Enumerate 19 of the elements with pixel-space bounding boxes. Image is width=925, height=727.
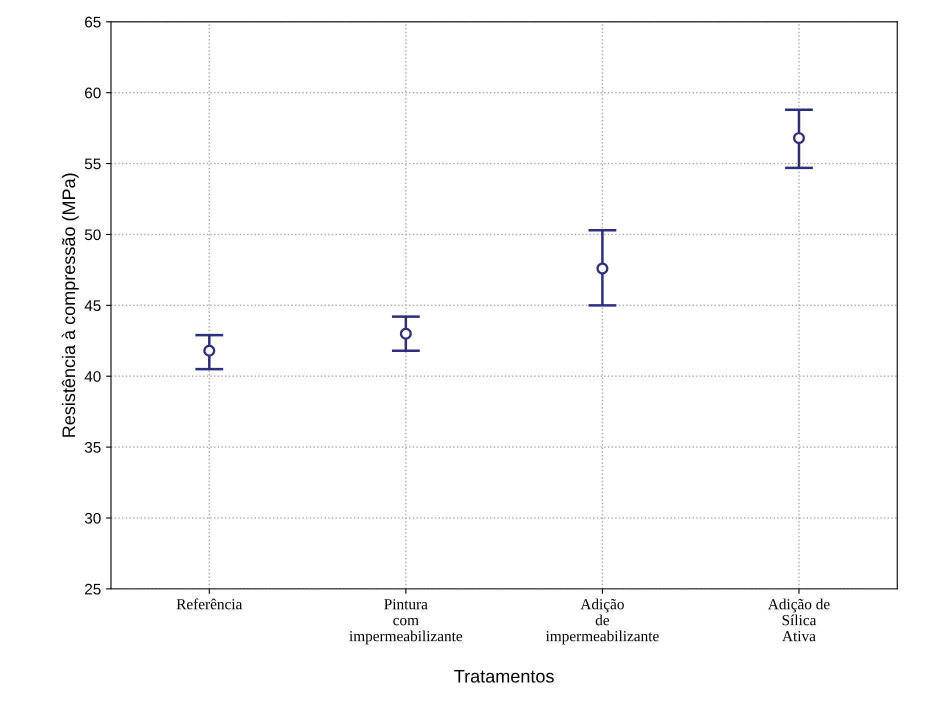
point: [793, 132, 805, 144]
y-tick-label: 40: [84, 371, 101, 382]
x-tick-label: Adição de Sílica Ativa: [768, 598, 830, 642]
y-tick-label: 60: [85, 88, 101, 98]
x-tick-label: Pintura com impermeabilizante: [349, 599, 462, 644]
y-tick-label: 50: [84, 229, 101, 240]
x-tick-label: Adição de impermeabilizante: [546, 598, 659, 644]
y-tick-label: 30: [84, 512, 101, 524]
y-axis-title: Resistência à compressão (MPa): [62, 173, 79, 437]
y-tick-label: 35: [84, 442, 101, 453]
point: [596, 262, 608, 274]
x-tick-label: Referência: [176, 598, 242, 610]
point: [400, 328, 412, 340]
y-tick-label: 45: [84, 300, 101, 312]
y-tick-label: 65: [85, 16, 101, 28]
point: [203, 344, 216, 357]
x-axis-title: Tratamentos: [454, 670, 554, 683]
y-tick-label: 55: [84, 158, 101, 170]
y-tick-label: 25: [85, 584, 101, 595]
